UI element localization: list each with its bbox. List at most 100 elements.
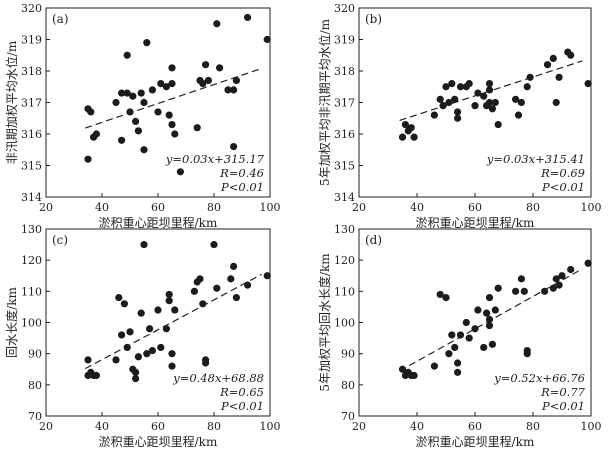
data-point [123,51,131,59]
y-tick-label: 318 [334,65,355,78]
data-point [132,375,140,383]
data-point [140,98,148,107]
data-point [541,287,549,295]
x-tick-label: 60 [151,201,165,214]
data-point [129,92,137,100]
data-point [168,362,176,370]
data-point [471,102,479,110]
y-tick-label: 90 [28,348,42,361]
data-point [485,293,494,302]
data-point [213,20,221,28]
data-point [190,287,198,295]
y-tick-label: 314 [21,191,42,204]
data-point [448,80,456,88]
x-axis-title: 淤积重心距坝里程/km [416,215,535,230]
y-tick-label: 120 [21,254,42,267]
y-tick-label: 120 [334,254,355,267]
data-point [148,86,156,94]
fit-p: P<0.01 [220,399,264,413]
data-point [132,368,140,376]
y-tick-label: 314 [334,191,355,204]
data-point [454,359,462,367]
data-point [454,114,462,122]
data-point [168,120,176,129]
data-point [165,111,173,119]
data-point [451,343,459,352]
data-point [584,80,592,88]
y-tick-label: 130 [334,223,355,236]
x-tick-label: 100 [581,201,602,214]
regression-line [84,273,262,370]
x-tick-label: 40 [95,201,109,214]
data-point [442,83,450,91]
data-point [558,272,566,280]
data-point [511,287,520,295]
x-axis-title: 淤积重心距坝里程/km [99,215,218,230]
data-point [555,73,563,81]
data-point [474,306,482,314]
x-tick-label: 20 [39,201,53,214]
data-point [140,240,148,249]
data-point [157,343,165,352]
data-point [232,76,240,85]
y-tick-label: 110 [21,285,42,298]
data-point [230,143,238,151]
data-point [410,371,418,380]
y-tick-label: 318 [21,65,42,78]
panel-0: 20 40 60 80 100 314 315 316 317 318 319 320 淤积重心距坝里程… [4,2,281,230]
data-point [118,89,126,97]
fit-equation: y=0.48x+68.88 [172,371,264,385]
data-point [244,13,252,22]
data-point [448,331,456,339]
data-point [230,262,238,270]
data-point [154,108,162,116]
x-tick-label: 40 [410,201,424,214]
y-tick-label: 316 [21,128,42,141]
data-point [451,95,459,103]
data-point [196,275,204,283]
data-point [176,168,184,176]
y-tick-label: 320 [334,2,355,15]
x-tick-label: 60 [151,420,165,433]
data-point [471,325,479,333]
x-tick-label: 40 [410,420,424,433]
data-point [123,343,131,352]
data-point [137,309,145,317]
data-point [199,80,207,88]
data-point [584,259,592,267]
x-tick-label: 80 [207,420,221,433]
data-point [216,64,224,72]
fit-equation: y=0.03x+315.17 [165,152,265,166]
data-point [485,322,494,330]
data-point [263,272,271,280]
y-tick-label: 317 [21,97,42,110]
y-tick-label: 319 [334,34,355,47]
regression-line [399,60,583,122]
data-point [148,346,156,355]
y-tick-label: 80 [341,379,355,392]
data-point [126,328,134,336]
data-point [115,293,123,302]
data-point [398,133,407,141]
data-point [137,89,145,97]
data-point [567,51,575,59]
data-point [465,334,473,342]
panel-1: 20 40 60 80 100 314 315 316 317 318 319 320 淤积重心距坝里程… [317,2,602,230]
data-point [132,117,140,125]
data-point [410,133,418,141]
fit-equation: y=0.03x+315.41 [486,152,585,166]
data-point [445,98,453,107]
x-tick-label: 80 [207,201,221,214]
data-point [165,290,173,299]
data-point [474,89,482,97]
y-tick-label: 70 [28,410,42,423]
data-point [146,325,154,333]
x-tick-label: 20 [352,201,366,214]
data-point [230,86,238,94]
y-tick-label: 319 [21,34,42,47]
x-tick-label: 100 [581,420,602,433]
data-point [517,98,526,107]
panel-label: (c) [52,233,68,247]
x-tick-label: 20 [39,420,53,433]
